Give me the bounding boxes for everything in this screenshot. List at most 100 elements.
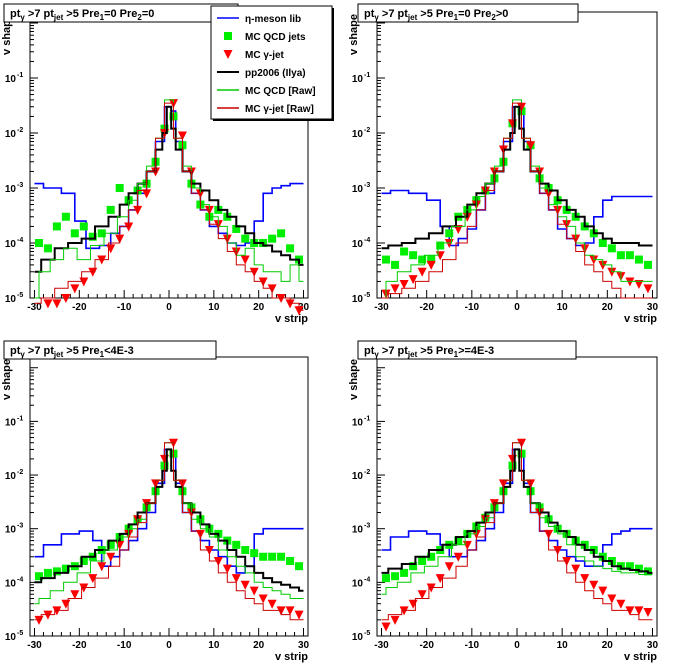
data-point-triangle: [88, 574, 98, 584]
data-point-square: [97, 229, 106, 238]
legend-entry-label: MC QCD [Raw]: [245, 86, 316, 97]
series-pp2006-ilya-: [34, 105, 304, 273]
data-point-triangle: [97, 562, 107, 572]
y-tick-exponent: -1: [17, 72, 23, 79]
x-tick-label: 0: [514, 302, 520, 313]
data-point-triangle: [444, 562, 454, 572]
data-point-square: [454, 536, 463, 545]
plot-title-box: [357, 340, 577, 360]
data-point-triangle: [267, 599, 277, 609]
data-point-square: [277, 229, 286, 238]
data-point-square: [259, 552, 268, 561]
x-tick-label: -20: [72, 302, 87, 313]
data-point-triangle: [634, 279, 644, 289]
y-tick-exponent: -5: [17, 292, 23, 299]
title-part: jet: [53, 13, 64, 22]
data-point-triangle: [435, 574, 445, 584]
series-step-line: [34, 448, 304, 592]
data-point-triangle: [177, 131, 187, 141]
data-point-triangle: [381, 622, 391, 632]
y-tick-exponent: -5: [17, 630, 23, 637]
data-point-triangle: [643, 608, 653, 618]
series-mc-jet: [43, 99, 304, 316]
title-part: γ: [20, 350, 25, 359]
series-pp2006-ilya-: [381, 448, 653, 574]
series-mc-jet: [381, 438, 653, 632]
title-part: >5 Pre: [417, 345, 453, 357]
x-axis-label: v strip: [275, 651, 308, 663]
y-tick-label: 10: [5, 417, 17, 428]
legend: η-meson lib MC QCD jets MC γ-jet pp2006 (Il…: [210, 5, 334, 121]
x-tick-label: 30: [298, 640, 310, 651]
data-point-triangle: [390, 284, 400, 294]
data-point-triangle: [52, 299, 62, 309]
legend-entry-label: MC γ-jet: [245, 50, 285, 61]
series-pp2006-ilya-: [381, 105, 653, 250]
y-tick-exponent: -1: [364, 72, 370, 79]
x-tick-label: -10: [465, 640, 480, 651]
plot-title: ptγ >7 ptjet >5 Pre1>=4E-3: [364, 345, 494, 359]
data-point-square: [268, 234, 277, 243]
plot-frame: [376, 11, 658, 299]
y-tick-label: 10: [352, 294, 364, 305]
plot-title-box: [3, 340, 217, 360]
title-part: 2: [137, 13, 142, 22]
y-tick-exponent: -5: [364, 630, 370, 637]
y-tick-label: 10: [5, 578, 17, 589]
x-axis-label: v strip: [624, 313, 657, 325]
data-point-square: [427, 255, 436, 264]
data-point-square: [115, 184, 124, 192]
y-tick-label: 10: [352, 471, 364, 482]
y-tick-exponent: -5: [364, 292, 370, 299]
data-point-square: [391, 572, 400, 581]
title-part: >0: [496, 8, 509, 20]
title-part: jet: [407, 350, 418, 359]
data-point-square: [241, 546, 250, 555]
data-point-triangle: [453, 552, 463, 562]
y-tick-exponent: -4: [17, 576, 23, 583]
y-tick-label: 10: [5, 632, 17, 643]
title-part: >7 pt: [379, 8, 408, 20]
data-point-triangle: [417, 267, 427, 277]
data-point-square: [418, 556, 427, 565]
data-point-square: [286, 244, 295, 253]
x-tick-label: 30: [298, 302, 310, 313]
x-tick-label: 10: [557, 302, 569, 313]
data-point-triangle: [589, 580, 599, 590]
data-point-triangle: [399, 279, 409, 289]
data-point-triangle: [571, 564, 581, 574]
x-tick-label: -30: [27, 302, 42, 313]
title-part: >=4E-3: [458, 345, 494, 357]
title-part: >7 pt: [25, 8, 54, 20]
data-point-triangle: [61, 294, 71, 303]
data-point-triangle: [294, 610, 304, 620]
data-point-square: [409, 562, 418, 571]
plot-title: ptγ >7 ptjet >5 Pre1<4E-3: [10, 345, 134, 359]
y-tick-label: 10: [352, 632, 364, 643]
legend-entry-label: η-meson lib: [245, 14, 301, 25]
x-tick-label: -20: [72, 640, 87, 651]
data-point-triangle: [258, 594, 268, 604]
data-point-triangle: [285, 299, 295, 309]
title-part: γ: [20, 13, 25, 22]
title-part: pt: [364, 345, 375, 357]
title-part: pt: [364, 8, 375, 20]
x-tick-label: 30: [647, 640, 659, 651]
data-point-triangle: [607, 594, 617, 604]
data-point-triangle: [408, 275, 418, 285]
data-point-square: [88, 232, 97, 241]
data-point-square: [286, 556, 295, 565]
plot-frame: [376, 356, 658, 637]
series-step-line: [381, 442, 653, 621]
data-point-square: [232, 540, 241, 549]
data-point-triangle: [142, 189, 152, 199]
plot-title: ptγ >7 ptjet >5 Pre1=0 Pre2=0: [10, 8, 154, 22]
series-step-line: [34, 442, 304, 621]
x-tick-label: -10: [117, 302, 132, 313]
data-point-square: [400, 247, 409, 256]
data-point-square: [250, 549, 259, 558]
legend-entry-label: MC QCD jets: [245, 32, 306, 43]
plot-title-box: [357, 3, 579, 23]
